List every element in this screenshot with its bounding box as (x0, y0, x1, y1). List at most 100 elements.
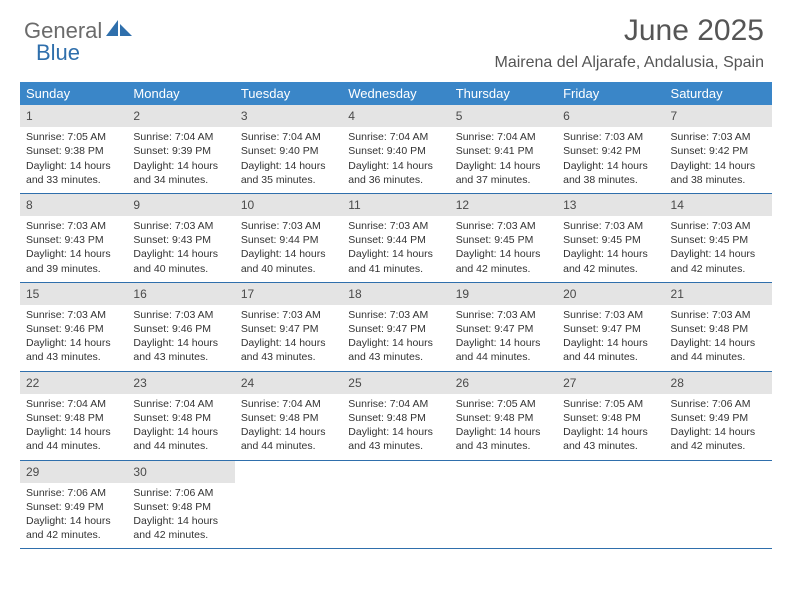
calendar-day: 13Sunrise: 7:03 AMSunset: 9:45 PMDayligh… (557, 194, 664, 282)
calendar-day: 3 Sunrise: 7:04 AMSunset: 9:40 PMDaylight… (235, 105, 342, 193)
day-number: 21 (665, 283, 772, 305)
day-number: 8 (20, 194, 127, 216)
location-text: Mairena del Aljarafe, Andalusia, Spain (494, 54, 764, 72)
day-details: Sunrise: 7:03 AMSunset: 9:44 PMDaylight:… (241, 219, 336, 276)
header-tuesday: Tuesday (235, 82, 342, 105)
day-number: 9 (127, 194, 234, 216)
day-details: Sunrise: 7:06 AMSunset: 9:49 PMDaylight:… (26, 486, 121, 543)
calendar: Sunday Monday Tuesday Wednesday Thursday… (20, 82, 772, 549)
day-details: Sunrise: 7:03 AMSunset: 9:48 PMDaylight:… (671, 308, 766, 365)
calendar-header-row: Sunday Monday Tuesday Wednesday Thursday… (20, 82, 772, 105)
day-details: Sunrise: 7:04 AMSunset: 9:41 PMDaylight:… (456, 130, 551, 187)
day-details: Sunrise: 7:03 AMSunset: 9:43 PMDaylight:… (133, 219, 228, 276)
day-details: Sunrise: 7:03 AMSunset: 9:46 PMDaylight:… (26, 308, 121, 365)
day-number: 12 (450, 194, 557, 216)
header-sunday: Sunday (20, 82, 127, 105)
calendar-day: 24Sunrise: 7:04 AMSunset: 9:48 PMDayligh… (235, 372, 342, 460)
day-details: Sunrise: 7:04 AMSunset: 9:48 PMDaylight:… (26, 397, 121, 454)
calendar-day: 23 Sunrise: 7:04 AMSunset: 9:48 PMDayligh… (127, 372, 234, 460)
calendar-day: 14 Sunrise: 7:03 AMSunset: 9:45 PMDayligh… (665, 194, 772, 282)
day-details: Sunrise: 7:03 AMSunset: 9:43 PMDaylight:… (26, 219, 121, 276)
day-details: Sunrise: 7:04 AMSunset: 9:48 PMDaylight:… (133, 397, 228, 454)
calendar-day: 17Sunrise: 7:03 AMSunset: 9:47 PMDayligh… (235, 283, 342, 371)
day-details: Sunrise: 7:03 AMSunset: 9:47 PMDaylight:… (348, 308, 443, 365)
calendar-week: 1 Sunrise: 7:05 AMSunset: 9:38 PMDaylight… (20, 105, 772, 194)
day-details: Sunrise: 7:06 AMSunset: 9:49 PMDaylight:… (671, 397, 766, 454)
calendar-day: 11Sunrise: 7:03 AMSunset: 9:44 PMDayligh… (342, 194, 449, 282)
header-saturday: Saturday (665, 82, 772, 105)
day-number: 24 (235, 372, 342, 394)
calendar-day: 21 Sunrise: 7:03 AMSunset: 9:48 PMDayligh… (665, 283, 772, 371)
calendar-day: 29 Sunrise: 7:06 AMSunset: 9:49 PMDayligh… (20, 461, 127, 549)
day-details: Sunrise: 7:03 AMSunset: 9:46 PMDaylight:… (133, 308, 228, 365)
day-number: 14 (665, 194, 772, 216)
calendar-day: 25Sunrise: 7:04 AMSunset: 9:48 PMDayligh… (342, 372, 449, 460)
day-number: 20 (557, 283, 664, 305)
day-number: 10 (235, 194, 342, 216)
header-monday: Monday (127, 82, 234, 105)
day-number: 1 (20, 105, 127, 127)
day-number: 7 (665, 105, 772, 127)
day-number: 17 (235, 283, 342, 305)
calendar-day: 2 Sunrise: 7:04 AMSunset: 9:39 PMDaylight… (127, 105, 234, 193)
day-number: 4 (342, 105, 449, 127)
calendar-day: 19Sunrise: 7:03 AMSunset: 9:47 PMDayligh… (450, 283, 557, 371)
calendar-day: 7 Sunrise: 7:03 AMSunset: 9:42 PMDaylight… (665, 105, 772, 193)
calendar-day: 10 Sunrise: 7:03 AMSunset: 9:44 PMDayligh… (235, 194, 342, 282)
day-details: Sunrise: 7:03 AMSunset: 9:45 PMDaylight:… (456, 219, 551, 276)
day-number: 5 (450, 105, 557, 127)
day-details: Sunrise: 7:05 AMSunset: 9:38 PMDaylight:… (26, 130, 121, 187)
day-number: 6 (557, 105, 664, 127)
day-details: Sunrise: 7:03 AMSunset: 9:42 PMDaylight:… (671, 130, 766, 187)
calendar-day: 4 Sunrise: 7:04 AMSunset: 9:40 PMDaylight… (342, 105, 449, 193)
calendar-day: 20 Sunrise: 7:03 AMSunset: 9:47 PMDayligh… (557, 283, 664, 371)
day-number: 28 (665, 372, 772, 394)
day-number: 3 (235, 105, 342, 127)
day-details: Sunrise: 7:05 AMSunset: 9:48 PMDaylight:… (563, 397, 658, 454)
day-number: 29 (20, 461, 127, 483)
calendar-week: 8 Sunrise: 7:03 AMSunset: 9:43 PMDaylight… (20, 194, 772, 283)
calendar-day: 5 Sunrise: 7:04 AMSunset: 9:41 PMDaylight… (450, 105, 557, 193)
day-number: 19 (450, 283, 557, 305)
header-wednesday: Wednesday (342, 82, 449, 105)
day-details: Sunrise: 7:03 AMSunset: 9:45 PMDaylight:… (563, 219, 658, 276)
calendar-day (342, 461, 449, 549)
calendar-day: 30 Sunrise: 7:06 AMSunset: 9:48 PMDayligh… (127, 461, 234, 549)
day-details: Sunrise: 7:04 AMSunset: 9:39 PMDaylight:… (133, 130, 228, 187)
calendar-day: 1 Sunrise: 7:05 AMSunset: 9:38 PMDaylight… (20, 105, 127, 193)
day-number: 22 (20, 372, 127, 394)
calendar-day: 26 Sunrise: 7:05 AMSunset: 9:48 PMDayligh… (450, 372, 557, 460)
day-details: Sunrise: 7:05 AMSunset: 9:48 PMDaylight:… (456, 397, 551, 454)
day-number: 30 (127, 461, 234, 483)
calendar-day: 28 Sunrise: 7:06 AMSunset: 9:49 PMDayligh… (665, 372, 772, 460)
day-details: Sunrise: 7:03 AMSunset: 9:44 PMDaylight:… (348, 219, 443, 276)
day-details: Sunrise: 7:03 AMSunset: 9:45 PMDaylight:… (671, 219, 766, 276)
day-details: Sunrise: 7:04 AMSunset: 9:48 PMDaylight:… (348, 397, 443, 454)
day-number: 26 (450, 372, 557, 394)
header-friday: Friday (557, 82, 664, 105)
page-title: June 2025 (624, 14, 764, 48)
day-number: 27 (557, 372, 664, 394)
day-details: Sunrise: 7:04 AMSunset: 9:40 PMDaylight:… (348, 130, 443, 187)
calendar-day: 15 Sunrise: 7:03 AMSunset: 9:46 PMDayligh… (20, 283, 127, 371)
day-number: 2 (127, 105, 234, 127)
logo-text-blue: Blue (36, 40, 80, 66)
calendar-day: 8 Sunrise: 7:03 AMSunset: 9:43 PMDaylight… (20, 194, 127, 282)
calendar-day (557, 461, 664, 549)
calendar-day (450, 461, 557, 549)
calendar-day: 27 Sunrise: 7:05 AMSunset: 9:48 PMDayligh… (557, 372, 664, 460)
day-details: Sunrise: 7:03 AMSunset: 9:42 PMDaylight:… (563, 130, 658, 187)
calendar-day: 22 Sunrise: 7:04 AMSunset: 9:48 PMDayligh… (20, 372, 127, 460)
calendar-day: 16Sunrise: 7:03 AMSunset: 9:46 PMDayligh… (127, 283, 234, 371)
day-details: Sunrise: 7:04 AMSunset: 9:40 PMDaylight:… (241, 130, 336, 187)
day-details: Sunrise: 7:03 AMSunset: 9:47 PMDaylight:… (563, 308, 658, 365)
calendar-day: 12 Sunrise: 7:03 AMSunset: 9:45 PMDayligh… (450, 194, 557, 282)
calendar-week: 22 Sunrise: 7:04 AMSunset: 9:48 PMDayligh… (20, 372, 772, 461)
calendar-week: 15 Sunrise: 7:03 AMSunset: 9:46 PMDayligh… (20, 283, 772, 372)
calendar-day (665, 461, 772, 549)
calendar-day (235, 461, 342, 549)
header-thursday: Thursday (450, 82, 557, 105)
day-number: 15 (20, 283, 127, 305)
day-number: 23 (127, 372, 234, 394)
day-details: Sunrise: 7:06 AMSunset: 9:48 PMDaylight:… (133, 486, 228, 543)
